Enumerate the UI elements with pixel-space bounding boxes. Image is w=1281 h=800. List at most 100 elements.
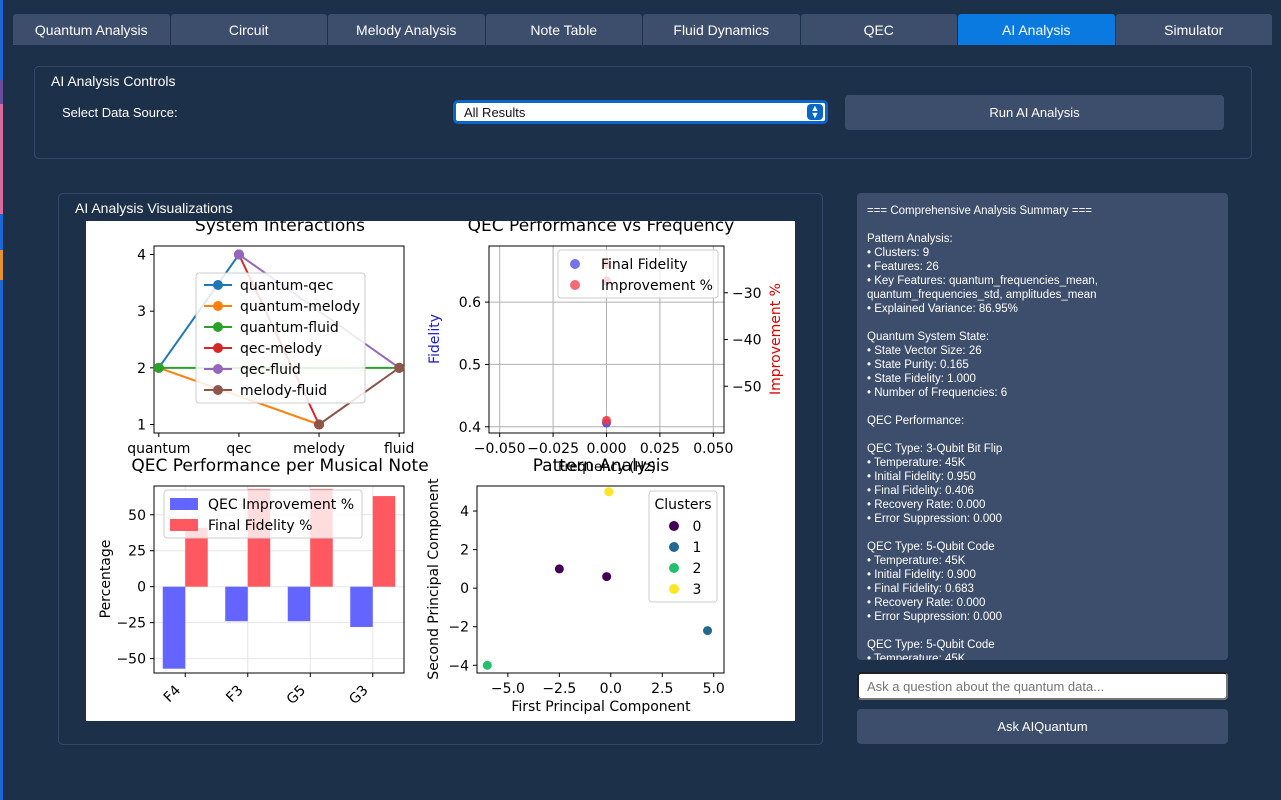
legend-label: quantum-melody	[240, 299, 360, 315]
y-tick-label: 0	[460, 581, 469, 597]
y-tick-label: 50	[128, 508, 146, 524]
legend-marker	[213, 343, 223, 353]
x-tick-label: G5	[284, 683, 309, 708]
chart-title: QEC Performance per Musical Note	[131, 456, 428, 476]
x-tick-label: 2.5	[651, 681, 673, 697]
visualizations-title: AI Analysis Visualizations	[75, 200, 233, 216]
legend-marker	[213, 385, 223, 395]
legend-label: qec-melody	[240, 341, 322, 357]
tab-bar: Quantum Analysis Circuit Melody Analysis No…	[13, 14, 1272, 45]
ask-aiquantum-button[interactable]: Ask AIQuantum	[857, 709, 1228, 744]
x-tick-label: −0.025	[527, 441, 579, 457]
y2-tick-label: −30	[732, 286, 762, 302]
x-tick-label: F3	[223, 683, 246, 706]
cluster-point	[602, 572, 611, 581]
x-tick-label: G3	[346, 683, 371, 708]
legend-label: QEC Improvement %	[208, 497, 354, 513]
x-tick-label: 0.0	[600, 681, 622, 697]
y-tick-label: 0.6	[459, 295, 481, 311]
y2-tick-label: −40	[732, 333, 762, 349]
tab-ai-analysis[interactable]: AI Analysis	[958, 14, 1115, 45]
bar	[373, 496, 396, 587]
legend-marker	[213, 301, 223, 311]
cluster-point	[703, 626, 712, 635]
chart-title: Pattern Analysis	[533, 456, 670, 476]
legend-marker	[669, 542, 679, 552]
controls-title: AI Analysis Controls	[51, 73, 176, 89]
figure-svg: System Interactions quantum qec melody fluid…	[86, 221, 795, 721]
tab-circuit[interactable]: Circuit	[171, 14, 328, 45]
legend-marker	[570, 280, 580, 290]
tab-quantum-analysis[interactable]: Quantum Analysis	[13, 14, 170, 45]
bar	[288, 587, 311, 622]
left-accent-segment	[0, 104, 3, 214]
y-tick-label: 3	[137, 304, 146, 320]
x-tick-label: fluid	[384, 441, 414, 457]
run-ai-analysis-button[interactable]: Run AI Analysis	[845, 95, 1224, 130]
legend-marker	[669, 563, 679, 573]
ask-question-input[interactable]	[857, 672, 1228, 700]
y-tick-label: −50	[116, 652, 146, 668]
y-tick-label: 2	[137, 361, 146, 377]
y2-axis-label: Improvement %	[768, 283, 784, 395]
legend-label: 2	[693, 561, 702, 577]
tab-simulator[interactable]: Simulator	[1116, 14, 1273, 45]
legend-marker	[669, 584, 679, 594]
legend-marker	[213, 280, 223, 290]
y-tick-label: 0.5	[459, 357, 481, 373]
cluster-point	[555, 564, 564, 573]
cluster-point	[483, 661, 492, 670]
tab-qec[interactable]: QEC	[801, 14, 958, 45]
figure-canvas: System Interactions quantum qec melody fluid…	[86, 221, 795, 721]
legend-swatch	[170, 519, 198, 531]
x-tick-label: 0.000	[586, 441, 626, 457]
y-tick-label: −25	[116, 616, 146, 632]
legend-label: Final Fidelity	[601, 257, 688, 273]
data-source-select[interactable]: All Results ▲ ▼	[453, 100, 828, 124]
legend-label: Final Fidelity %	[208, 518, 312, 534]
data-point	[602, 416, 611, 425]
tab-fluid-dynamics[interactable]: Fluid Dynamics	[643, 14, 800, 45]
cluster-point	[604, 487, 613, 496]
x-tick-label: qec	[226, 441, 251, 457]
left-accent-strip	[0, 0, 3, 800]
legend-label: melody-fluid	[240, 383, 327, 399]
tab-melody-analysis[interactable]: Melody Analysis	[328, 14, 485, 45]
legend-marker	[669, 521, 679, 531]
y-tick-label: 4	[137, 248, 146, 264]
bar	[225, 587, 248, 622]
data-source-value: All Results	[464, 105, 525, 120]
series-point	[394, 363, 404, 373]
legend-label: qec-fluid	[240, 362, 301, 378]
legend-label: 3	[693, 582, 702, 598]
series-point	[154, 363, 164, 373]
bar	[350, 587, 373, 627]
x-axis-label: First Principal Component	[511, 699, 691, 715]
chart-title: System Interactions	[195, 221, 365, 236]
analysis-summary-text[interactable]: === Comprehensive Analysis Summary === P…	[857, 193, 1228, 660]
bar	[163, 587, 186, 669]
series-point	[234, 250, 244, 260]
x-tick-label: −0.050	[474, 441, 526, 457]
y-axis-label: Fidelity	[427, 314, 443, 364]
ai-analysis-visualizations-panel: AI Analysis Visualizations System Intera…	[58, 193, 823, 745]
y-tick-label: 4	[460, 504, 469, 520]
legend-marker	[213, 322, 223, 332]
y-tick-label: −2	[448, 620, 469, 636]
tab-note-table[interactable]: Note Table	[486, 14, 643, 45]
legend-label: 1	[693, 540, 702, 556]
x-tick-label: −5.0	[491, 681, 525, 697]
y-tick-label: 1	[137, 418, 146, 434]
y-tick-label: 0	[137, 580, 146, 596]
chart-title: QEC Performance vs Frequency	[468, 221, 735, 236]
legend-marker	[213, 364, 223, 374]
x-tick-label: quantum	[127, 441, 190, 457]
legend-title: Clusters	[655, 497, 712, 513]
legend-label: Improvement %	[601, 278, 713, 294]
legend-label: quantum-fluid	[240, 320, 339, 336]
series-point	[314, 420, 324, 430]
x-tick-label: −2.5	[542, 681, 576, 697]
left-accent-segment	[0, 80, 3, 104]
y-axis-label: Second Principal Component	[426, 478, 442, 680]
legend-label: 0	[693, 519, 702, 535]
